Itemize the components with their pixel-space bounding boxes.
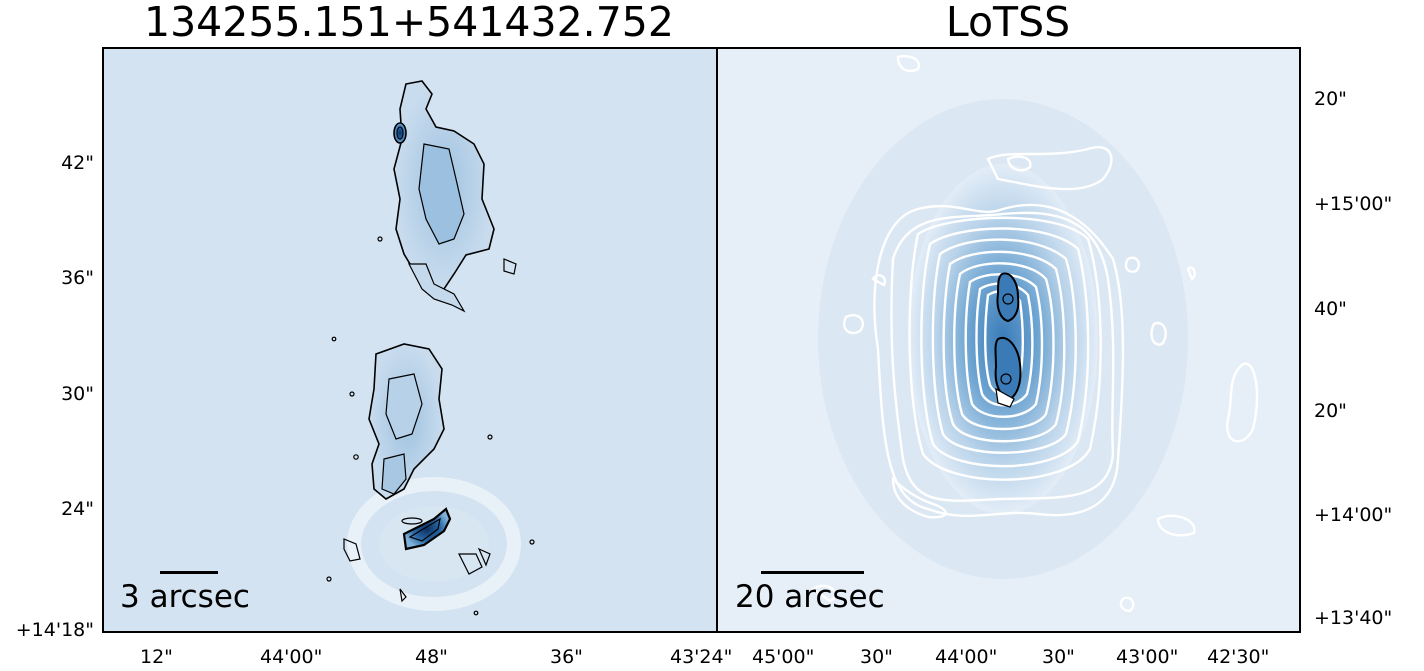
right-y-tick-label: 20"	[1314, 88, 1347, 110]
right-x-tick-label: 30"	[860, 646, 893, 668]
left-radio-image	[104, 49, 716, 631]
right-lotss-image	[718, 49, 1299, 631]
left-x-tick-label: 43'24"	[670, 646, 733, 668]
right-y-tick-label: 40"	[1314, 298, 1347, 320]
left-scale-bar	[160, 571, 218, 574]
left-y-tick-label: 30"	[61, 383, 94, 405]
left-x-tick-label: 48"	[415, 646, 448, 668]
left-y-tick-label: 36"	[61, 267, 94, 289]
left-radio-image-panel	[102, 47, 718, 633]
left-y-tick-label: 42"	[61, 152, 94, 174]
right-lotss-image-panel	[716, 47, 1301, 633]
right-y-tick-label: +14'00"	[1314, 504, 1393, 526]
right-x-tick-label: 45'00"	[752, 646, 815, 668]
overlay-highres-contours	[994, 272, 1022, 401]
left-x-tick-label: 12"	[140, 646, 173, 668]
right-y-tick-label: 20"	[1314, 400, 1347, 422]
left-x-tick-label: 36"	[550, 646, 583, 668]
right-x-tick-label: 42'30"	[1207, 646, 1270, 668]
right-panel-title: LoTSS	[945, 0, 1071, 46]
left-x-tick-label: 44'00"	[260, 646, 323, 668]
left-panel-title: 134255.151+541432.752	[144, 0, 674, 46]
right-x-tick-label: 44'00"	[935, 646, 998, 668]
left-scale-label: 3 arcsec	[120, 579, 250, 615]
noise-contours	[326, 236, 535, 616]
left-y-tick-label: 24"	[61, 498, 94, 520]
upper-lobe	[393, 80, 495, 313]
right-x-tick-label: 43'00"	[1116, 646, 1179, 668]
right-scale-bar	[761, 571, 864, 574]
right-scale-label: 20 arcsec	[735, 579, 885, 615]
right-y-tick-label: +15'00"	[1314, 193, 1393, 215]
lotss-contours	[810, 55, 1259, 613]
lower-lobe	[368, 343, 452, 551]
right-y-tick-label: +13'40"	[1314, 607, 1393, 629]
left-y-tick-label: +14'18"	[15, 619, 94, 641]
right-x-tick-label: 30"	[1042, 646, 1075, 668]
